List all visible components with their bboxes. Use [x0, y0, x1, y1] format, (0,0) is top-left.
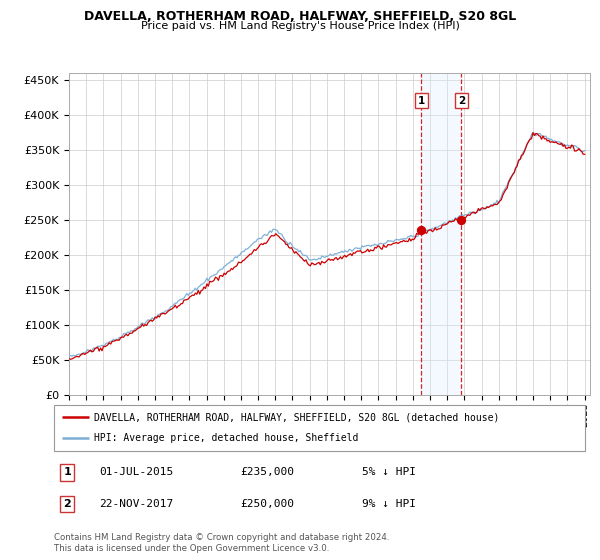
Text: DAVELLA, ROTHERHAM ROAD, HALFWAY, SHEFFIELD, S20 8GL: DAVELLA, ROTHERHAM ROAD, HALFWAY, SHEFFI…	[84, 10, 516, 23]
Text: £250,000: £250,000	[240, 499, 294, 508]
Text: 22-NOV-2017: 22-NOV-2017	[99, 499, 173, 508]
Bar	[421, 73, 461, 395]
Text: HPI: Average price, detached house, Sheffield: HPI: Average price, detached house, Shef…	[94, 433, 358, 444]
FancyBboxPatch shape	[54, 405, 585, 451]
Text: 01-JUL-2015: 01-JUL-2015	[99, 468, 173, 478]
Point	[457, 216, 466, 225]
Text: Contains HM Land Registry data © Crown copyright and database right 2024.
This d: Contains HM Land Registry data © Crown c…	[54, 533, 389, 553]
Point	[416, 226, 426, 235]
Text: £235,000: £235,000	[240, 468, 294, 478]
Text: 9% ↓ HPI: 9% ↓ HPI	[362, 499, 416, 508]
Text: Price paid vs. HM Land Registry's House Price Index (HPI): Price paid vs. HM Land Registry's House …	[140, 21, 460, 31]
Text: 1: 1	[418, 96, 425, 106]
Text: 1: 1	[64, 468, 71, 478]
Text: 2: 2	[458, 96, 465, 106]
Text: 2: 2	[64, 499, 71, 508]
Text: 5% ↓ HPI: 5% ↓ HPI	[362, 468, 416, 478]
Text: DAVELLA, ROTHERHAM ROAD, HALFWAY, SHEFFIELD, S20 8GL (detached house): DAVELLA, ROTHERHAM ROAD, HALFWAY, SHEFFI…	[94, 412, 499, 422]
